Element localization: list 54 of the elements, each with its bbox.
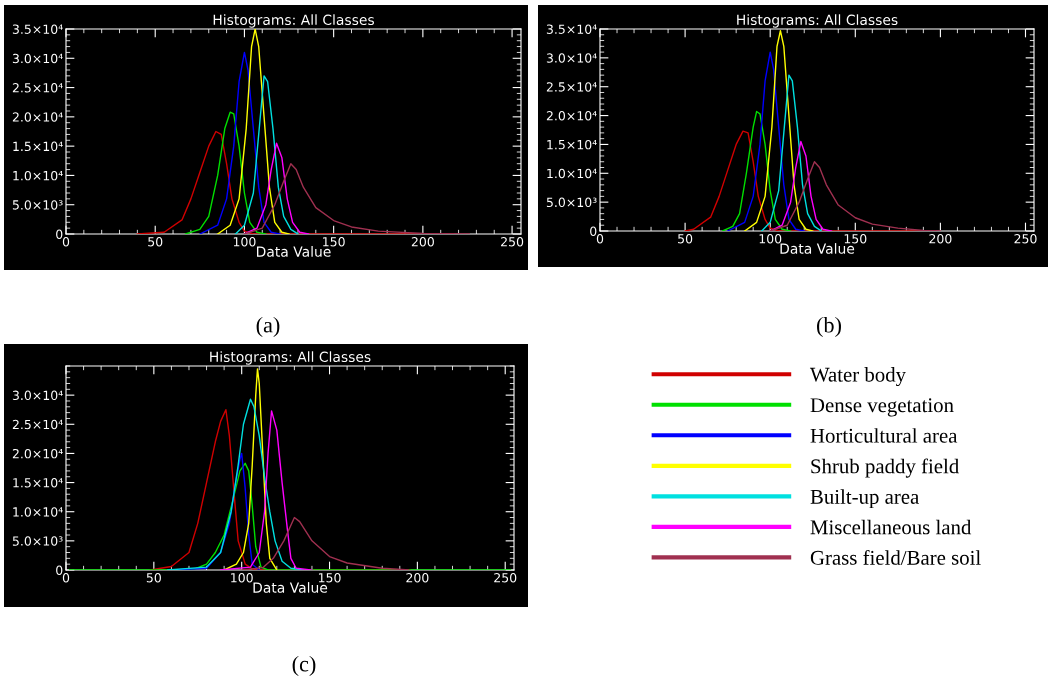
x-tick-label: 250 (494, 573, 517, 583)
y-tick-label: 2.0×10⁴ (12, 448, 63, 459)
y-tick-label: 0 (590, 226, 597, 236)
x-tick-label: 250 (501, 237, 524, 247)
x-tick-label: 0 (596, 234, 604, 244)
text: Built-up area (810, 489, 920, 509)
text: Water body (809, 367, 906, 386)
y-tick-label: 3.5×10⁴ (12, 24, 63, 34)
chart-title: Histograms: All Classes (737, 14, 898, 28)
x-tick-label: 50 (148, 237, 163, 247)
y-tick-label: 2.0×10⁴ (546, 111, 597, 121)
y-tick-label: 2.5×10⁴ (546, 82, 597, 92)
y-tick-label: 1.5×10⁴ (547, 139, 597, 150)
y-tick-label: 2.5×10⁴ (12, 83, 63, 93)
y-tick-label: 1.0×10⁴ (547, 168, 597, 179)
text: Miscellaneous land (810, 519, 972, 535)
chart-title: Histograms: All Classes (213, 14, 374, 28)
y-tick-label: 3.5×10⁴ (546, 24, 597, 34)
x-tick-label: 200 (411, 237, 434, 247)
x-tick-label: 150 (318, 573, 341, 583)
y-tick-label: 0 (56, 565, 63, 575)
text: Grass field/Bare soil (810, 549, 981, 565)
y-tick-label: 2.5×10⁴ (12, 419, 63, 430)
text: Dense vegetation (810, 398, 954, 417)
x-axis-title: Data Value (780, 243, 855, 254)
y-tick-label: 2.0×10⁴ (12, 112, 63, 122)
y-tick-label: 1.0×10⁴ (13, 507, 63, 517)
x-tick-label: 200 (406, 573, 429, 583)
x-axis-title: Data Value (257, 246, 331, 257)
y-tick-label: 1.0×10⁴ (13, 170, 63, 181)
x-tick-label: 100 (759, 234, 782, 244)
x-tick-label: 250 (1014, 234, 1037, 244)
y-tick-label: 5.0×10³ (12, 200, 63, 210)
x-tick-label: 50 (146, 573, 161, 583)
chart-title: Histograms: All Classes (210, 351, 371, 365)
x-tick-label: 100 (233, 237, 256, 247)
y-tick-label: 3.0×10⁴ (12, 390, 63, 401)
text: (a) (256, 316, 280, 338)
text: Horticultural area (810, 428, 958, 443)
y-tick-label: 1.5×10⁴ (13, 478, 63, 488)
x-axis-title: Data Value (253, 582, 328, 593)
x-tick-label: 150 (323, 237, 345, 247)
y-tick-label: 3.0×10⁴ (12, 53, 63, 64)
y-tick-label: 5.0×10³ (12, 536, 63, 546)
x-tick-label: 100 (231, 573, 253, 583)
y-tick-label: 5.0×10³ (546, 197, 597, 208)
x-tick-label: 150 (844, 234, 867, 244)
x-tick-label: 200 (929, 234, 952, 244)
text: (b) (817, 316, 841, 338)
y-tick-label: 3.0×10⁴ (546, 53, 597, 63)
text: (c) (292, 655, 316, 677)
x-tick-label: 50 (678, 234, 693, 244)
y-tick-label: 1.5×10⁴ (13, 141, 63, 152)
text: Shrub paddy field (811, 458, 959, 478)
